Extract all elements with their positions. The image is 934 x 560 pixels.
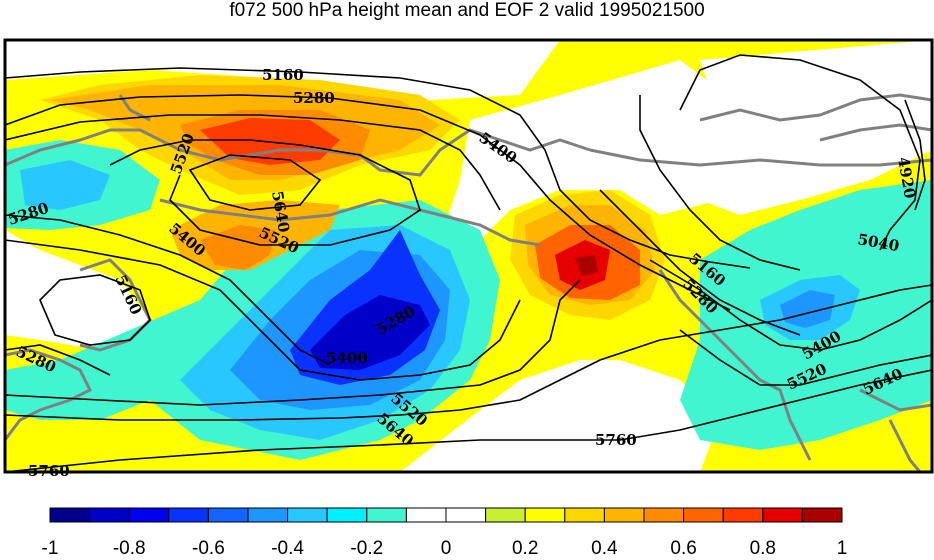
coastline-path <box>888 419 922 472</box>
colorbar-swatch <box>524 507 566 523</box>
white-region-north <box>5 40 560 100</box>
colorbar-tick-label: -0.4 <box>271 538 304 559</box>
colorbar-tick-label: 0.8 <box>749 538 777 559</box>
colorbar-tick-label: 0.4 <box>591 538 618 559</box>
coastline-path <box>658 269 812 461</box>
white-region-south <box>400 360 720 472</box>
colorbar-swatch <box>168 507 209 523</box>
colorbar-swatch <box>89 507 130 523</box>
contour-4920-east <box>904 99 926 211</box>
colorbar-swatch <box>49 507 91 523</box>
contour-5400-north <box>5 114 501 211</box>
colorbar-swatch <box>405 507 447 523</box>
colorbar-tick-label: -1 <box>41 538 59 559</box>
colorbar-tick-label: 0.6 <box>670 538 697 559</box>
filled-anomaly-field <box>5 40 932 472</box>
contour-label: 5160 <box>262 66 304 84</box>
colorbar-tick-label: -0.8 <box>112 538 146 559</box>
darkred-region-east <box>575 255 598 276</box>
coastline-path <box>159 198 541 247</box>
coastline-path <box>5 128 591 177</box>
colorbar-swatch <box>801 507 843 523</box>
map-frame <box>3 38 934 474</box>
colorbar-swatch <box>326 507 368 523</box>
colorbar-tick-label: 1 <box>836 538 848 559</box>
colorbar-swatch <box>207 507 249 523</box>
white-region-west <box>5 230 150 350</box>
contour-5640-south <box>5 284 932 421</box>
colorbar-swatch <box>564 507 605 523</box>
colorbar-swatch <box>247 507 289 523</box>
contour-5760-south <box>5 369 932 472</box>
colorbar-swatch <box>603 507 645 523</box>
coastline-path <box>859 388 932 412</box>
colorbar-swatch <box>445 507 487 523</box>
lightblue-region-west <box>20 160 110 210</box>
contour-5160-loop-west <box>39 274 151 346</box>
colorbar-tick-label: 0 <box>440 538 452 559</box>
contour-label: 5400 <box>326 349 368 367</box>
colorbar-tick-label: 0.2 <box>511 538 539 559</box>
colorbar-swatch <box>683 507 724 523</box>
white-region-center <box>440 60 760 250</box>
contour-5280-north <box>5 94 731 311</box>
colorbar-swatch <box>762 507 803 523</box>
contour-5640-loop <box>188 154 322 211</box>
colorbar-swatch <box>485 507 526 523</box>
white-region-east <box>700 40 932 215</box>
colorbar-swatch <box>366 507 407 523</box>
contour-5280-east <box>599 189 801 336</box>
darkorange-region-mid <box>200 225 275 270</box>
contour-label: 5280 <box>293 89 335 107</box>
chart-title: f072 500 hPa height mean and EOF 2 valid… <box>229 0 705 21</box>
coastline-path <box>79 258 152 352</box>
colorbar-swatch <box>287 507 328 523</box>
contour-5520-south <box>5 279 581 406</box>
colorbar-swatch <box>643 507 685 523</box>
colorbar-tick-label: -0.6 <box>192 538 225 559</box>
contour-5280-west <box>5 214 331 366</box>
colorbar-swatch <box>722 507 764 523</box>
contour-label: 5760 <box>595 431 637 449</box>
contour-5280-south-west <box>5 344 111 376</box>
coastline-path <box>699 93 932 122</box>
coastline-path <box>589 148 932 167</box>
contour-5400-east <box>649 259 932 351</box>
contour-5520-east <box>679 329 932 386</box>
coastline-layer <box>5 93 932 472</box>
colorbar-tick-label: -0.2 <box>350 538 384 559</box>
colorbar-swatches <box>49 507 843 523</box>
colorbar-swatch <box>128 507 170 523</box>
contour-5160-east <box>639 95 801 271</box>
contour-5400-west <box>5 239 521 381</box>
darkblue-region <box>310 295 430 370</box>
height-contours <box>5 54 932 472</box>
contour-5520-loop <box>109 139 421 246</box>
contour-5040-east <box>679 54 921 251</box>
blue-region-east <box>780 290 835 328</box>
